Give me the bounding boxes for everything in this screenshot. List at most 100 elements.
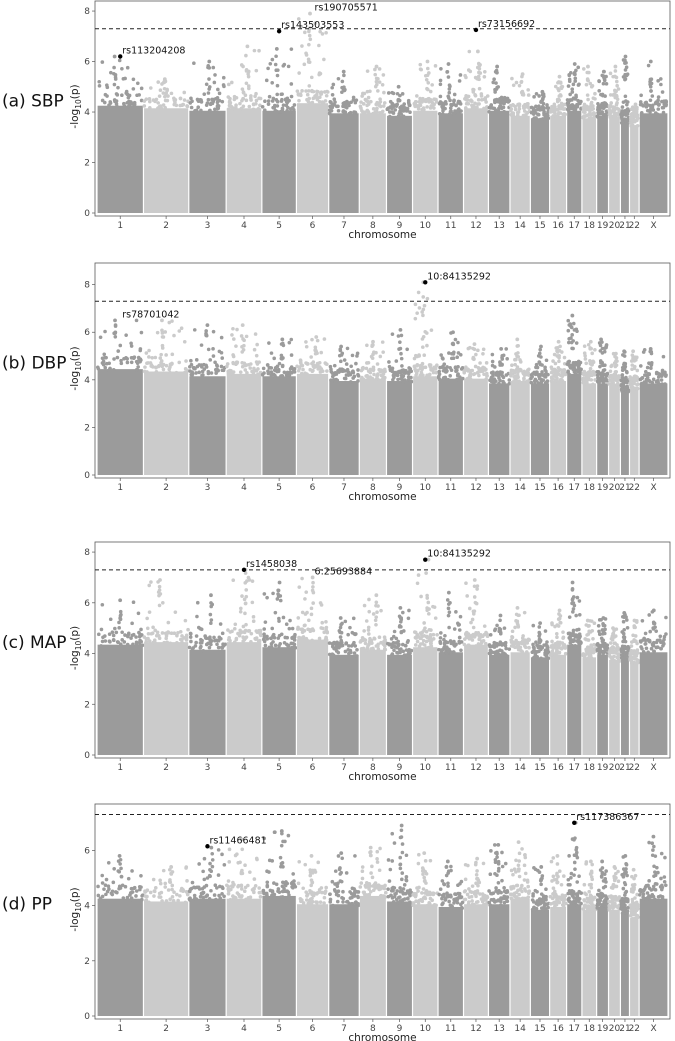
x-tick-label: 12 <box>470 483 481 493</box>
snp-point <box>275 364 280 369</box>
snp-point <box>181 888 186 893</box>
snp-point <box>286 833 291 838</box>
snp-point <box>132 100 137 105</box>
snp-point <box>545 644 549 648</box>
snp-point <box>353 854 357 858</box>
snp-point <box>219 364 224 369</box>
snp-point <box>276 592 280 596</box>
lead-snp-label: rs143503553 <box>281 20 344 31</box>
chromosome-2-points <box>142 77 190 213</box>
snp-point <box>391 111 396 115</box>
snp-point <box>413 643 418 647</box>
chromosome-18-body <box>582 118 597 213</box>
snp-point <box>600 639 605 643</box>
x-tick-label: 2 <box>163 763 169 773</box>
chromosome-4-points <box>226 44 263 213</box>
snp-point <box>228 102 232 107</box>
x-tick-label: 14 <box>514 763 526 773</box>
snp-point <box>281 615 286 620</box>
snp-point <box>497 626 502 631</box>
chromosome-2-points <box>142 318 190 475</box>
snp-point <box>552 107 557 112</box>
lead-snp-point <box>473 27 479 33</box>
snp-point <box>268 888 273 893</box>
snp-point <box>469 99 473 103</box>
snp-point <box>563 644 567 649</box>
snp-point <box>315 338 320 343</box>
snp-point <box>311 628 316 633</box>
snp-point <box>131 87 136 91</box>
snp-point <box>613 69 618 73</box>
snp-point <box>421 96 425 101</box>
snp-point <box>266 371 271 376</box>
snp-point <box>473 364 478 369</box>
snp-point <box>642 380 647 384</box>
y-tick-label: 2 <box>84 159 90 169</box>
chromosome-7-body <box>329 381 359 475</box>
snp-point <box>567 372 571 377</box>
snp-point <box>421 295 426 299</box>
snp-point <box>351 95 356 100</box>
snp-point <box>570 643 574 648</box>
snp-point <box>420 891 424 895</box>
snp-point <box>561 107 566 111</box>
snp-point <box>499 95 504 100</box>
snp-point <box>498 363 502 367</box>
snp-point <box>599 373 604 377</box>
snp-point <box>228 371 232 376</box>
snp-point <box>214 367 218 372</box>
chromosome-13-points <box>488 346 512 475</box>
snp-point <box>511 111 515 115</box>
snp-point <box>419 594 423 599</box>
y-tick-label: 0 <box>84 471 90 481</box>
snp-point <box>252 887 256 891</box>
snp-point <box>609 101 614 105</box>
snp-peak-point <box>158 578 162 582</box>
snp-peak-point <box>205 323 210 328</box>
snp-point <box>426 600 431 605</box>
snp-point <box>288 109 293 114</box>
snp-point <box>607 650 612 654</box>
snp-point <box>445 640 450 645</box>
snp-point <box>398 855 403 860</box>
snp-point <box>483 97 488 102</box>
snp-point <box>306 892 310 897</box>
snp-point <box>458 73 463 77</box>
x-tick-label: 4 <box>241 483 247 493</box>
snp-point <box>301 367 305 372</box>
chromosome-12-points <box>462 578 490 755</box>
snp-point <box>398 895 402 899</box>
snp-point <box>297 98 301 103</box>
y-tick-label: 6 <box>84 328 90 338</box>
snp-point <box>418 62 423 67</box>
snp-point <box>502 109 506 114</box>
snp-peak-point <box>398 327 403 332</box>
snp-point <box>396 639 400 644</box>
chromosome-10-points <box>412 59 439 213</box>
x-tick-label: 2 <box>163 483 169 493</box>
snp-point <box>490 359 495 364</box>
snp-point <box>649 89 653 93</box>
snp-point <box>312 363 317 368</box>
snp-point <box>636 382 640 386</box>
snp-point <box>378 97 382 101</box>
snp-point <box>452 98 456 103</box>
snp-point <box>402 897 407 901</box>
snp-point <box>207 645 212 650</box>
panel-map: (c) MAP02468-log10(p)rs14580386:25693884… <box>2 541 671 783</box>
snp-point <box>328 900 333 904</box>
snp-point <box>103 365 108 370</box>
snp-point <box>429 628 433 632</box>
chromosome-19-points <box>595 616 610 755</box>
snp-point <box>258 103 262 108</box>
snp-point <box>537 351 542 356</box>
snp-point <box>664 373 668 377</box>
snp-point <box>285 370 290 375</box>
snp-point <box>557 643 562 647</box>
snp-point <box>577 362 582 367</box>
chromosome-9-points <box>385 84 412 213</box>
snp-point <box>286 644 290 649</box>
snp-peak-point <box>113 318 117 323</box>
snp-point <box>656 645 660 650</box>
chromosome-5-body <box>262 647 296 755</box>
